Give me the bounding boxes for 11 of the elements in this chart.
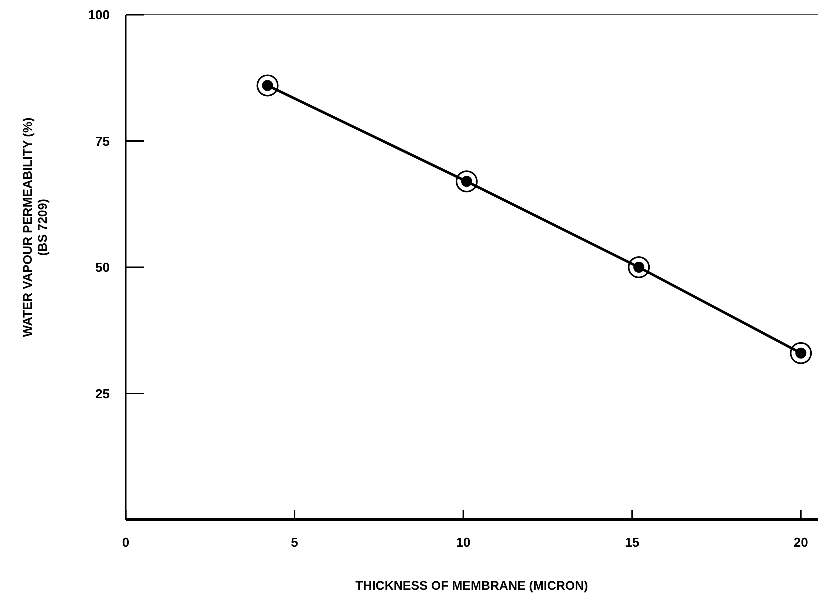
x-tick-label: 20: [794, 535, 808, 550]
x-axis-title: THICKNESS OF MEMBRANE (MICRON): [356, 579, 588, 593]
x-tick-label: 0: [122, 535, 130, 550]
y-tick-label: 100: [88, 8, 110, 23]
y-axis-title: WATER VAPOUR PERMEABILITY (%) (BS 7209): [21, 118, 50, 338]
y-tick-label: 50: [96, 260, 110, 276]
y-tick-label: 25: [96, 386, 110, 402]
x-tick-label: 15: [625, 535, 640, 550]
x-tick-label: 5: [291, 535, 298, 550]
x-tick-label: 10: [456, 535, 471, 550]
y-tick-label: 75: [96, 134, 110, 149]
